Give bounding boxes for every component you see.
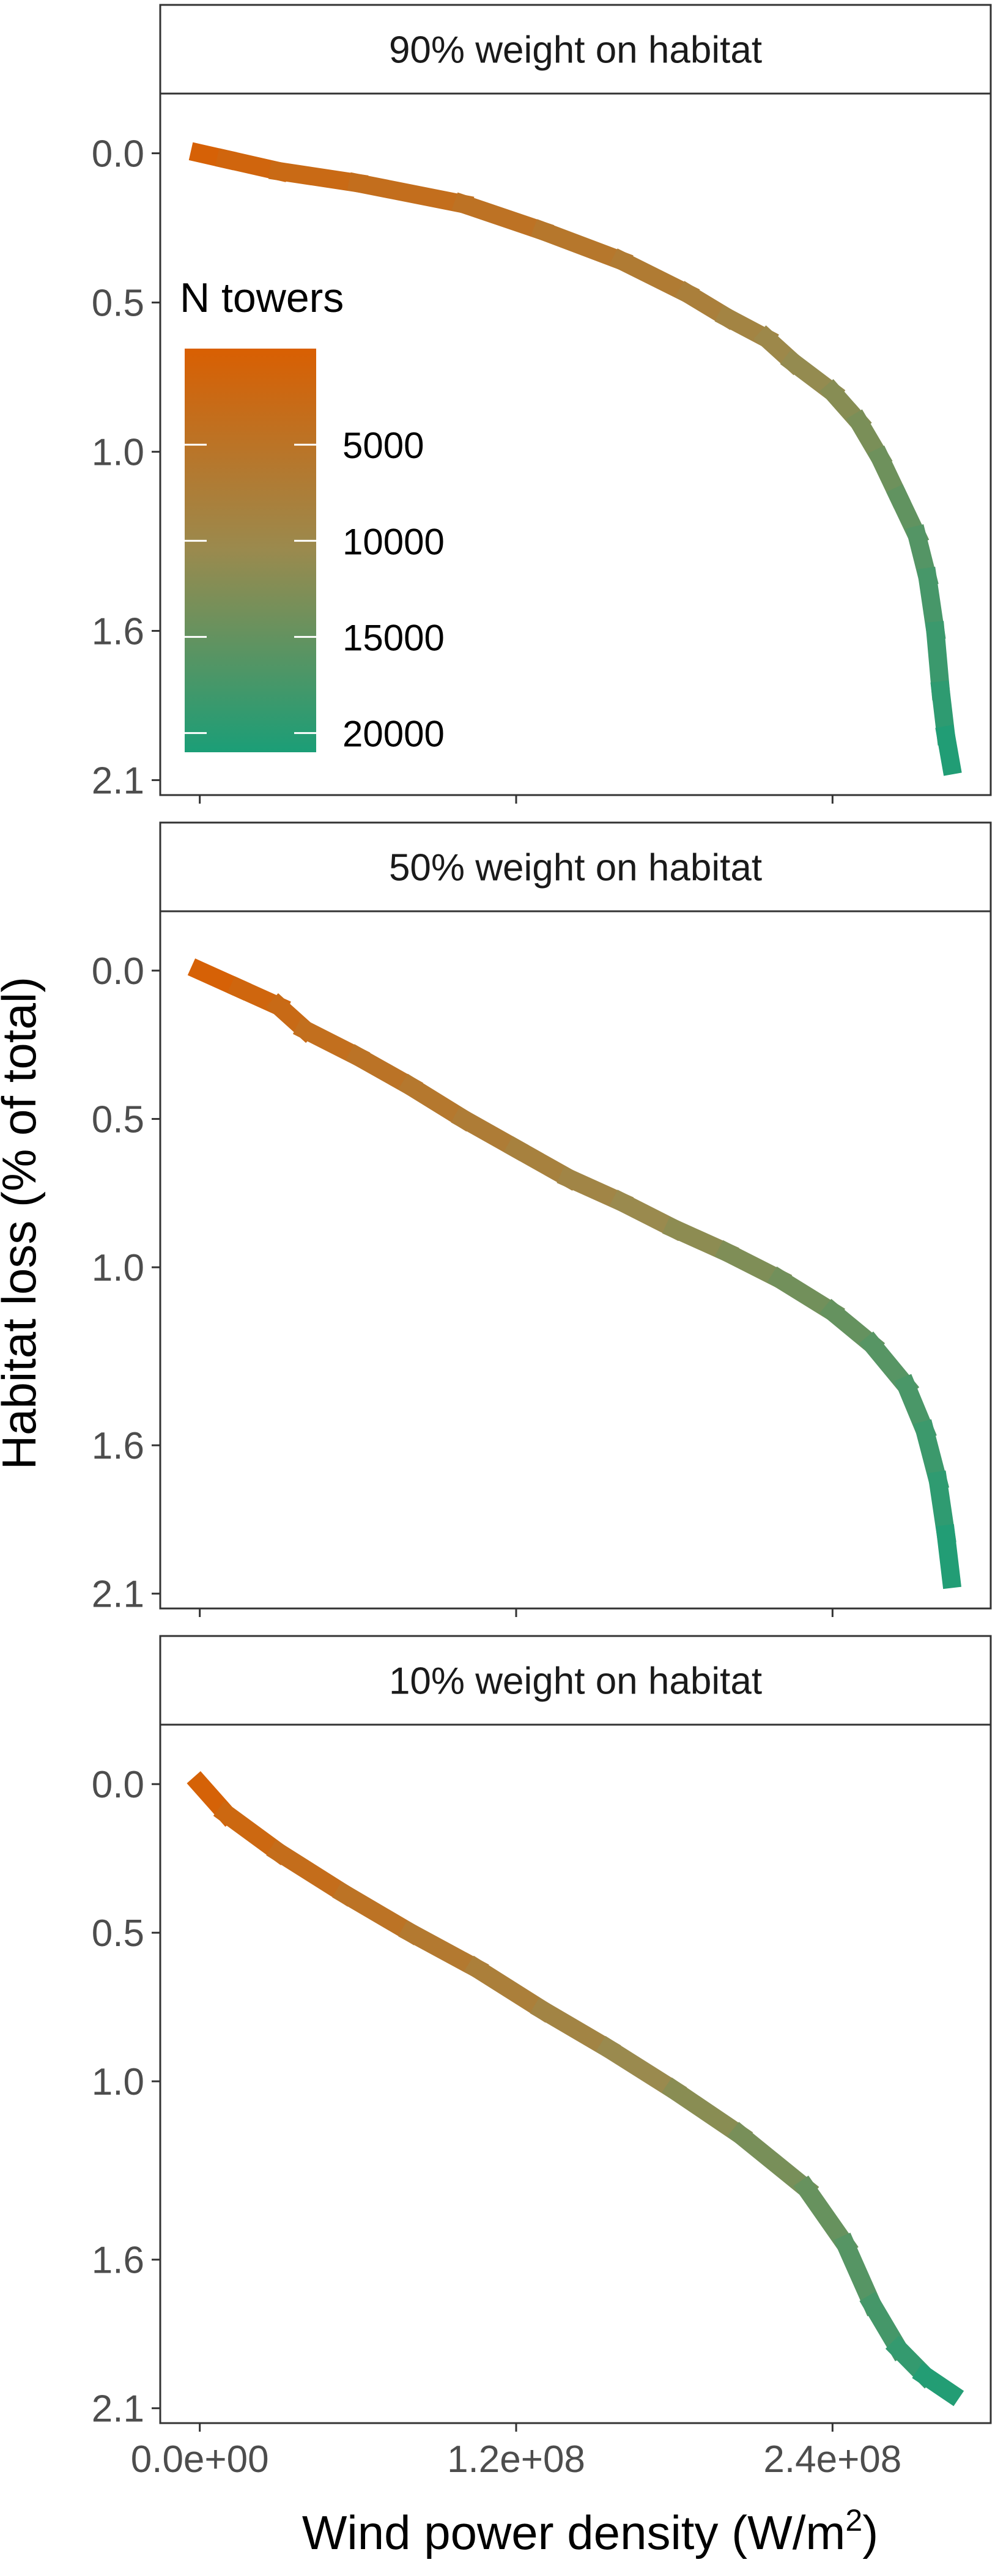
series-segment [936,1524,961,1590]
y-tick-label: 1.0 [92,432,144,474]
panel-strip [159,821,992,912]
series-segment [727,2122,819,2202]
panel-strip [159,4,992,95]
legend-label: 5000 [342,425,424,466]
series-segment [609,1190,687,1242]
series-segment [213,1801,292,1865]
y-tick-label: 1.0 [92,2061,144,2103]
y-tick-label: 1.6 [92,2240,144,2282]
panel-3: 10% weight on habitat 0.0 0.5 1.0 1.6 2.1 0.0e… [92,1635,992,2481]
y-axis-title: Habitat loss (% of total) [0,977,46,1470]
series-line [187,958,961,1590]
series-segment [912,2363,964,2407]
series-segment [292,1017,371,1069]
x-axis-title-text: Wind power density [302,2506,731,2559]
panel-strip [159,1635,992,1726]
legend-label: 15000 [342,617,445,658]
legend-label: 20000 [342,714,445,755]
series-segment [347,172,475,215]
legend-title: N towers [180,275,344,321]
y-tick-label: 0.0 [92,1764,144,1806]
series-segment [662,1216,739,1265]
series-segment [714,1240,793,1292]
y-tick-label: 0.0 [92,950,144,993]
x-axis-unit-superscript: 2 [845,2503,862,2537]
y-tick-label: 2.1 [92,760,144,802]
x-axis-unit-close: ) [862,2506,878,2559]
series-segment [503,1136,582,1191]
y-tick-label: 0.5 [92,283,144,325]
x-axis-unit-open: (W/m [731,2506,845,2559]
series-segment [451,1106,529,1161]
y-tick-label: 2.1 [92,2388,144,2430]
series-line [188,142,962,776]
series-segment [935,725,962,776]
y-tick-label: 1.6 [92,1425,144,1467]
panel-strip-label: 50% weight on habitat [389,847,762,889]
x-axis-title: Wind power density (W/m2) [302,2503,878,2559]
y-tick-label: 0.0 [92,133,144,176]
y-tick-label: 0.5 [92,1912,144,1955]
series-segment [268,160,369,194]
color-legend: N towers 5000 10000 15000 20000 [180,275,445,755]
x-tick-label: 2.4e+08 [763,2438,901,2481]
series-segment [834,2232,884,2317]
panel-2: 50% weight on habitat 0.0 0.5 1.0 1.6 2.1 [92,821,992,1617]
y-tick-label: 0.5 [92,1099,144,1141]
series-segment [767,1266,845,1325]
y-tick-label: 1.0 [92,1247,144,1289]
series-segment [609,248,700,306]
series-segment [332,1881,424,1945]
panel-strip-label: 90% weight on habitat [389,29,762,72]
series-segment [464,1955,555,2023]
panel-strip-label: 10% weight on habitat [389,1660,762,1703]
series-segment [530,1997,621,2062]
series-line [187,1771,964,2407]
x-tick-label: 1.2e+08 [447,2438,585,2481]
series-segment [793,2175,859,2258]
series-segment [398,1073,476,1132]
x-tick-label: 0.0e+00 [131,2438,269,2481]
legend-colorbar [185,349,316,752]
series-segment [398,1920,489,1981]
series-segment [266,1840,358,1907]
series-segment [661,2077,753,2148]
series-segment [451,192,555,243]
panel-frame [159,1723,992,2424]
series-segment [530,219,634,273]
legend-label: 10000 [342,521,445,562]
y-tick-label: 2.1 [92,1574,144,1616]
series-segment [596,2036,687,2103]
series-segment [557,1166,634,1215]
series-segment [925,621,951,701]
series-segment [345,1044,423,1099]
y-tick-label: 1.6 [92,611,144,653]
